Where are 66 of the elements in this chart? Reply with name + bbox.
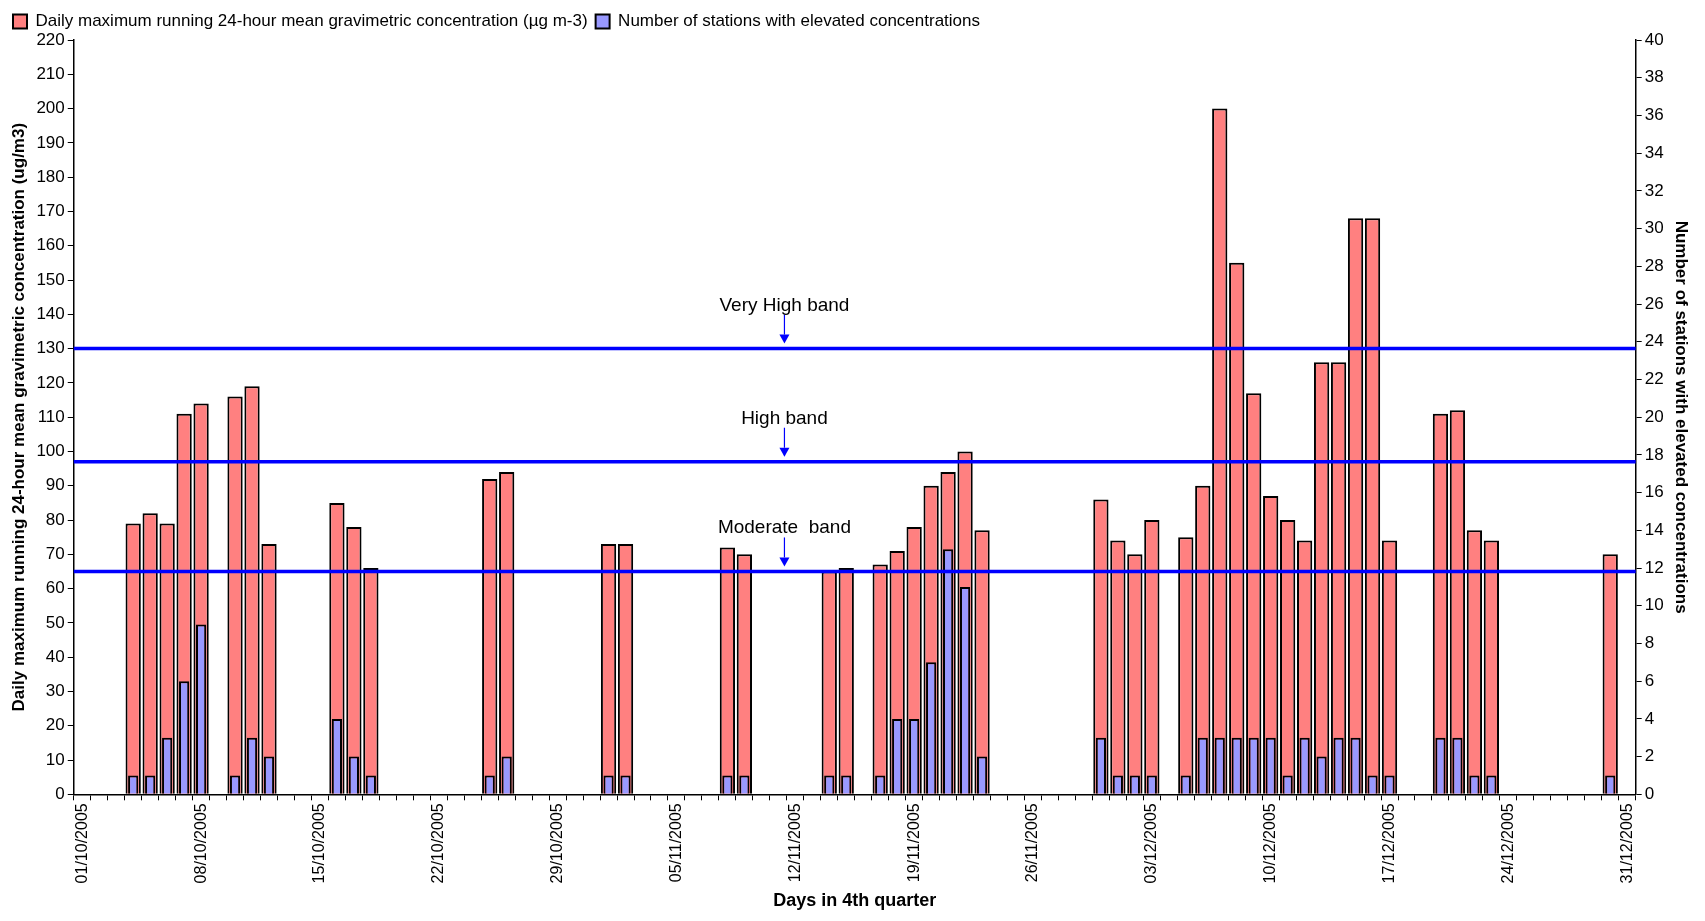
x-tick-label: 22/10/2005 — [429, 803, 447, 884]
y-tick-label: 40 — [45, 646, 65, 666]
x-tick-label: 03/12/2005 — [1142, 803, 1160, 884]
y2-tick-label: 10 — [1644, 595, 1664, 615]
y2-tick-label: 2 — [1644, 746, 1655, 766]
x-tick-label: 12/11/2005 — [785, 803, 803, 883]
x-tick-label: 19/11/2005 — [904, 803, 922, 883]
legend-label: Daily maximum running 24-hour mean gravimetric concentration (µg m-3) — [35, 11, 588, 31]
y2-tick-label: 6 — [1644, 670, 1655, 690]
x-tick-label: 10/12/2005 — [1261, 803, 1279, 884]
y2-axis-title: Number of stations with elevated concentrations — [1672, 220, 1692, 614]
y-tick-label: 170 — [36, 201, 65, 221]
y2-tick-label: 18 — [1644, 444, 1664, 464]
x-tick-label: 24/12/2005 — [1498, 803, 1516, 884]
y2-tick-label: 24 — [1644, 331, 1664, 351]
y-tick-label: 110 — [37, 406, 65, 426]
y-tick-label: 150 — [36, 269, 65, 289]
y-tick-label: 180 — [36, 166, 65, 186]
y2-tick-label: 4 — [1644, 708, 1655, 728]
y-tick-label: 140 — [36, 303, 65, 323]
y-tick-label: 70 — [45, 544, 65, 563]
y-tick-label: 210 — [36, 63, 65, 83]
y2-tick-label: 12 — [1644, 557, 1664, 577]
y-tick-label: 0 — [55, 784, 65, 804]
y-tick-label: 220 — [36, 29, 65, 49]
y2-tick-label: 34 — [1644, 142, 1664, 162]
y-tick-label: 60 — [45, 578, 65, 598]
x-tick-label: 17/12/2005 — [1379, 803, 1397, 884]
y-tick-label: 190 — [36, 132, 65, 152]
y2-tick-label: 40 — [1644, 29, 1664, 49]
y-tick-label: 90 — [45, 475, 65, 495]
y2-tick-label: 36 — [1644, 105, 1664, 125]
legend-label: Number of stations with elevated concentrations — [618, 11, 981, 31]
ref-line-label: Very High band — [719, 293, 850, 315]
y-tick-label: 80 — [45, 509, 65, 529]
x-tick-label: 15/10/2005 — [310, 803, 328, 884]
y2-tick-label: 22 — [1644, 369, 1664, 389]
x-tick-label: 26/11/2005 — [1023, 803, 1041, 883]
y-tick-label: 160 — [36, 235, 65, 255]
y-tick-label: 130 — [36, 338, 65, 358]
ref-line-label: Moderate band — [717, 516, 851, 538]
y-tick-label: 100 — [36, 441, 65, 461]
y-tick-label: 200 — [36, 98, 65, 118]
y-tick-label: 120 — [36, 372, 65, 392]
y2-tick-label: 26 — [1644, 293, 1664, 313]
x-tick-label: 01/10/2005 — [72, 803, 90, 884]
y2-tick-label: 32 — [1644, 180, 1664, 200]
y-tick-label: 50 — [45, 612, 65, 632]
y-tick-label: 10 — [45, 749, 65, 769]
y2-tick-label: 16 — [1644, 482, 1664, 502]
y2-tick-label: 38 — [1644, 67, 1664, 87]
x-tick-label: 08/10/2005 — [191, 803, 209, 884]
y2-tick-label: 20 — [1644, 406, 1664, 426]
y-axis-title: Daily maximum running 24-hour mean gravimetric concentration (ug/m3) — [8, 122, 28, 712]
y-tick-label: 30 — [45, 681, 65, 701]
x-axis-title: Days in 4th quarter — [773, 890, 937, 911]
x-tick-label: 29/10/2005 — [548, 803, 566, 884]
ref-line-label: High band — [741, 406, 828, 428]
y2-tick-label: 8 — [1644, 633, 1655, 653]
x-tick-label: 31/12/2005 — [1617, 803, 1635, 884]
y-tick-label: 20 — [45, 715, 65, 735]
x-tick-label: 05/11/2005 — [666, 803, 684, 883]
y2-tick-label: 14 — [1644, 520, 1664, 539]
y2-tick-label: 30 — [1644, 218, 1664, 238]
y2-tick-label: 28 — [1644, 255, 1664, 275]
y2-tick-label: 0 — [1644, 784, 1655, 804]
